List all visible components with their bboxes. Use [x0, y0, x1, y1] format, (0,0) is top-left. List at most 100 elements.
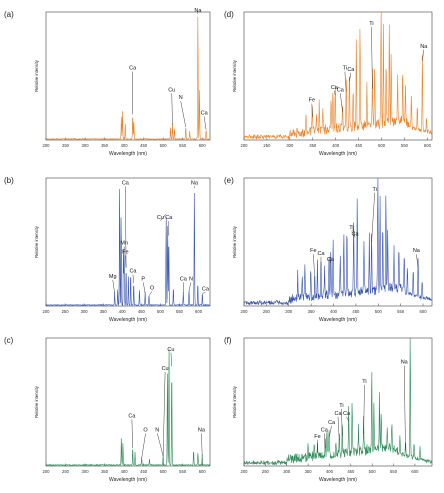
x-tick-label: 450: [140, 143, 148, 148]
x-tick-label: 300: [82, 469, 90, 474]
annotation-leader: [157, 433, 164, 456]
x-tick-label: 400: [121, 143, 129, 148]
plot-frame: [243, 11, 433, 141]
annotation-label: Fe: [310, 248, 316, 254]
x-tick-label: 550: [179, 469, 187, 474]
annotation-leader: [404, 365, 406, 451]
x-tick-label: 350: [305, 469, 313, 474]
annotation-leader: [162, 371, 166, 456]
annotation-label: Ca: [331, 85, 339, 91]
x-tick-label: 600: [424, 143, 432, 148]
annotation-label: Cu: [168, 87, 175, 93]
spectrum-chart: 200 250 300 350 400 450 500 550 600 Wavelength (n…: [34, 8, 211, 157]
x-tick-label: 200: [43, 469, 51, 474]
annotation-leader: [112, 279, 115, 294]
annotation-leader: [201, 433, 203, 456]
x-tick-label: 600: [195, 309, 203, 314]
plot-frame: [45, 337, 211, 467]
x-tick-label: 400: [326, 469, 334, 474]
spectrum-line: [243, 337, 433, 466]
annotation-leader: [170, 352, 172, 367]
annotation-leader: [132, 274, 134, 283]
annotation-leader: [171, 93, 173, 125]
annotation-label: Ca: [202, 287, 210, 293]
annotation-label: Ti: [349, 225, 353, 231]
y-axis-label: Relative intensity: [34, 385, 39, 418]
y-axis-label: Relative intensity: [232, 59, 237, 92]
x-tick-label: 350: [101, 469, 109, 474]
x-tick-label: 250: [263, 143, 271, 148]
annotation-label: Ca: [165, 215, 173, 221]
annotation-label: Na: [194, 8, 202, 14]
panel-label: (b): [4, 176, 14, 185]
x-axis-label: Wavelength (nm): [109, 151, 147, 157]
spectrum-line: [45, 349, 211, 467]
panel-f: (f) 200 250 300 350 400 450 500 550 600 Wavelength…: [224, 330, 438, 488]
annotation-leader: [180, 101, 186, 128]
x-tick-label: 500: [375, 309, 383, 314]
annotation-leader: [313, 254, 315, 278]
annotation-leader: [353, 229, 356, 238]
annotation-label: Cu: [162, 366, 169, 372]
panel-label: (e): [224, 176, 234, 185]
annotation-label: Ca: [122, 180, 130, 186]
annotation-label: Ca: [343, 411, 351, 417]
annotation-label: P: [141, 276, 145, 282]
annotation-leader: [346, 416, 349, 422]
x-tick-label: 550: [179, 143, 187, 148]
x-tick-label: 400: [332, 143, 340, 148]
annotation-leader: [203, 116, 207, 130]
annotation-label: Cu: [157, 215, 164, 221]
spectrum-line: [243, 177, 433, 306]
annotation-leader: [160, 213, 167, 222]
y-axis-label: Relative intensity: [34, 225, 39, 258]
annotation-label: Na: [401, 360, 409, 366]
x-tick-label: 600: [420, 309, 428, 314]
annotation-leader: [334, 90, 336, 96]
spectrum-chart: 200 250 300 350 400 450 500 550 600 Wavelength (n…: [232, 337, 433, 483]
annotation-leader: [125, 255, 127, 268]
plot-frame: [243, 177, 433, 307]
annotation-leader: [324, 433, 326, 449]
x-tick-label: 250: [62, 309, 70, 314]
annotation-label: Ca: [128, 413, 136, 419]
spectrum-line: [45, 189, 210, 307]
annotation-label: Ca: [337, 87, 345, 93]
annotation-leader: [341, 409, 343, 436]
x-tick-label: 300: [283, 469, 291, 474]
annotation-label: Ca: [351, 232, 359, 238]
spectrum-chart: 200 250 300 350 400 450 500 550 600 Wavelength (n…: [34, 177, 211, 323]
x-tick-label: 550: [176, 309, 184, 314]
x-tick-label: 250: [263, 309, 271, 314]
spectrum-line: [45, 16, 211, 141]
annotation-label: Fe: [122, 250, 128, 256]
x-tick-label: 350: [309, 143, 317, 148]
annotation-label: Ca: [129, 269, 137, 275]
x-tick-label: 500: [157, 309, 165, 314]
plot-frame: [45, 177, 211, 307]
x-tick-label: 450: [355, 143, 363, 148]
annotation-leader: [143, 282, 146, 294]
annotation-leader: [363, 384, 365, 435]
annotation-leader: [141, 433, 146, 459]
x-tick-label: 350: [308, 309, 316, 314]
panel-e: (e) 200 250 300 350 400 450 500 550 600 Wavelength…: [224, 170, 438, 328]
x-tick-label: 600: [199, 469, 207, 474]
panel-a: (a) 200 250 300 350 400 450 500 550 600 Wavelength…: [4, 4, 216, 162]
annotation-label: Ti: [339, 403, 343, 409]
x-tick-label: 450: [138, 309, 146, 314]
x-tick-label: 550: [390, 469, 398, 474]
annotation-label: Fe: [309, 98, 315, 104]
x-tick-label: 200: [241, 309, 249, 314]
x-tick-label: 300: [82, 143, 90, 148]
x-tick-label: 600: [411, 469, 419, 474]
annotation-leader: [131, 419, 133, 449]
annotation-leader: [202, 292, 206, 294]
annotation-leader: [416, 254, 419, 268]
annotation-label: Na: [413, 248, 421, 254]
y-axis-label: Relative intensity: [232, 225, 237, 258]
x-tick-label: 450: [140, 469, 148, 474]
x-tick-label: 350: [101, 143, 109, 148]
annotation-label: Ca: [201, 110, 209, 116]
annotation-leader: [371, 26, 373, 89]
